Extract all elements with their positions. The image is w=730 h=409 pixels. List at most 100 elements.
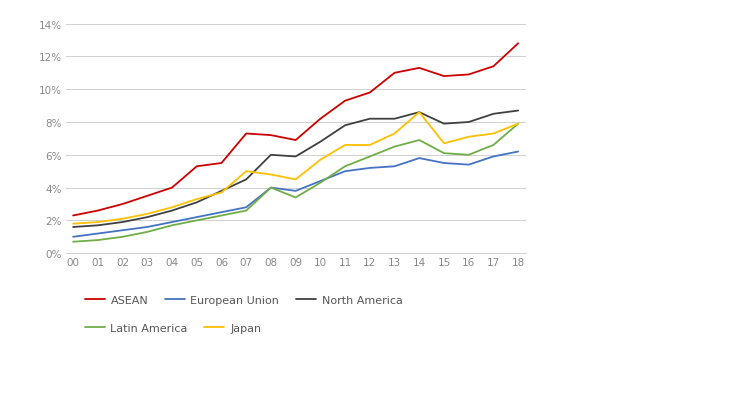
- ASEAN: [514, 42, 523, 47]
- European Union: [341, 169, 350, 174]
- Latin America: [217, 213, 226, 218]
- Japan: [390, 132, 399, 137]
- North America: [118, 220, 127, 225]
- North America: [415, 110, 423, 115]
- Japan: [291, 178, 300, 182]
- Latin America: [390, 145, 399, 150]
- ASEAN: [93, 209, 102, 213]
- ASEAN: [415, 66, 423, 71]
- European Union: [291, 189, 300, 194]
- North America: [390, 117, 399, 122]
- Line: Japan: Japan: [73, 113, 518, 224]
- ASEAN: [341, 99, 350, 104]
- North America: [266, 153, 275, 158]
- European Union: [489, 155, 498, 160]
- Japan: [489, 132, 498, 137]
- Latin America: [242, 209, 250, 213]
- North America: [366, 117, 374, 122]
- Japan: [168, 205, 177, 210]
- North America: [69, 225, 77, 230]
- European Union: [514, 150, 523, 155]
- Japan: [242, 169, 250, 174]
- Japan: [143, 212, 152, 217]
- Latin America: [118, 235, 127, 240]
- European Union: [366, 166, 374, 171]
- European Union: [266, 186, 275, 191]
- Japan: [464, 135, 473, 140]
- ASEAN: [366, 91, 374, 96]
- Japan: [316, 158, 325, 163]
- Line: European Union: European Union: [73, 152, 518, 237]
- Line: Latin America: Latin America: [73, 124, 518, 242]
- European Union: [93, 231, 102, 236]
- Latin America: [266, 186, 275, 191]
- North America: [464, 120, 473, 125]
- Latin America: [514, 122, 523, 127]
- Line: North America: North America: [73, 111, 518, 227]
- ASEAN: [390, 71, 399, 76]
- Latin America: [93, 238, 102, 243]
- Latin America: [366, 155, 374, 160]
- ASEAN: [439, 74, 448, 79]
- North America: [316, 140, 325, 145]
- Japan: [69, 222, 77, 227]
- Latin America: [316, 181, 325, 186]
- Latin America: [69, 240, 77, 245]
- North America: [291, 155, 300, 160]
- European Union: [390, 164, 399, 169]
- European Union: [193, 215, 201, 220]
- Japan: [415, 110, 423, 115]
- Latin America: [193, 218, 201, 223]
- European Union: [168, 220, 177, 225]
- Latin America: [291, 196, 300, 200]
- European Union: [217, 210, 226, 215]
- Latin America: [439, 151, 448, 156]
- Japan: [118, 217, 127, 222]
- Japan: [93, 220, 102, 225]
- Japan: [514, 122, 523, 127]
- Japan: [193, 197, 201, 202]
- North America: [242, 178, 250, 182]
- European Union: [439, 161, 448, 166]
- North America: [143, 215, 152, 220]
- Japan: [266, 173, 275, 178]
- North America: [341, 124, 350, 128]
- ASEAN: [489, 65, 498, 70]
- North America: [168, 209, 177, 213]
- North America: [489, 112, 498, 117]
- Japan: [439, 142, 448, 146]
- ASEAN: [316, 117, 325, 122]
- North America: [93, 223, 102, 228]
- ASEAN: [217, 161, 226, 166]
- North America: [439, 122, 448, 127]
- European Union: [69, 235, 77, 240]
- Latin America: [415, 138, 423, 143]
- ASEAN: [69, 213, 77, 218]
- ASEAN: [291, 138, 300, 143]
- European Union: [118, 228, 127, 233]
- Latin America: [168, 223, 177, 228]
- North America: [217, 189, 226, 194]
- ASEAN: [193, 164, 201, 169]
- North America: [193, 200, 201, 205]
- ASEAN: [242, 132, 250, 137]
- European Union: [415, 156, 423, 161]
- European Union: [143, 225, 152, 230]
- Latin America: [489, 143, 498, 148]
- Latin America: [464, 153, 473, 158]
- European Union: [464, 163, 473, 168]
- European Union: [242, 205, 250, 210]
- Latin America: [143, 230, 152, 235]
- Japan: [217, 191, 226, 196]
- North America: [514, 109, 523, 114]
- Line: ASEAN: ASEAN: [73, 44, 518, 216]
- ASEAN: [464, 73, 473, 78]
- European Union: [316, 179, 325, 184]
- Japan: [341, 143, 350, 148]
- ASEAN: [168, 186, 177, 191]
- Japan: [366, 143, 374, 148]
- Legend: Latin America, Japan: Latin America, Japan: [80, 319, 266, 337]
- ASEAN: [118, 202, 127, 207]
- ASEAN: [143, 194, 152, 199]
- Latin America: [341, 164, 350, 169]
